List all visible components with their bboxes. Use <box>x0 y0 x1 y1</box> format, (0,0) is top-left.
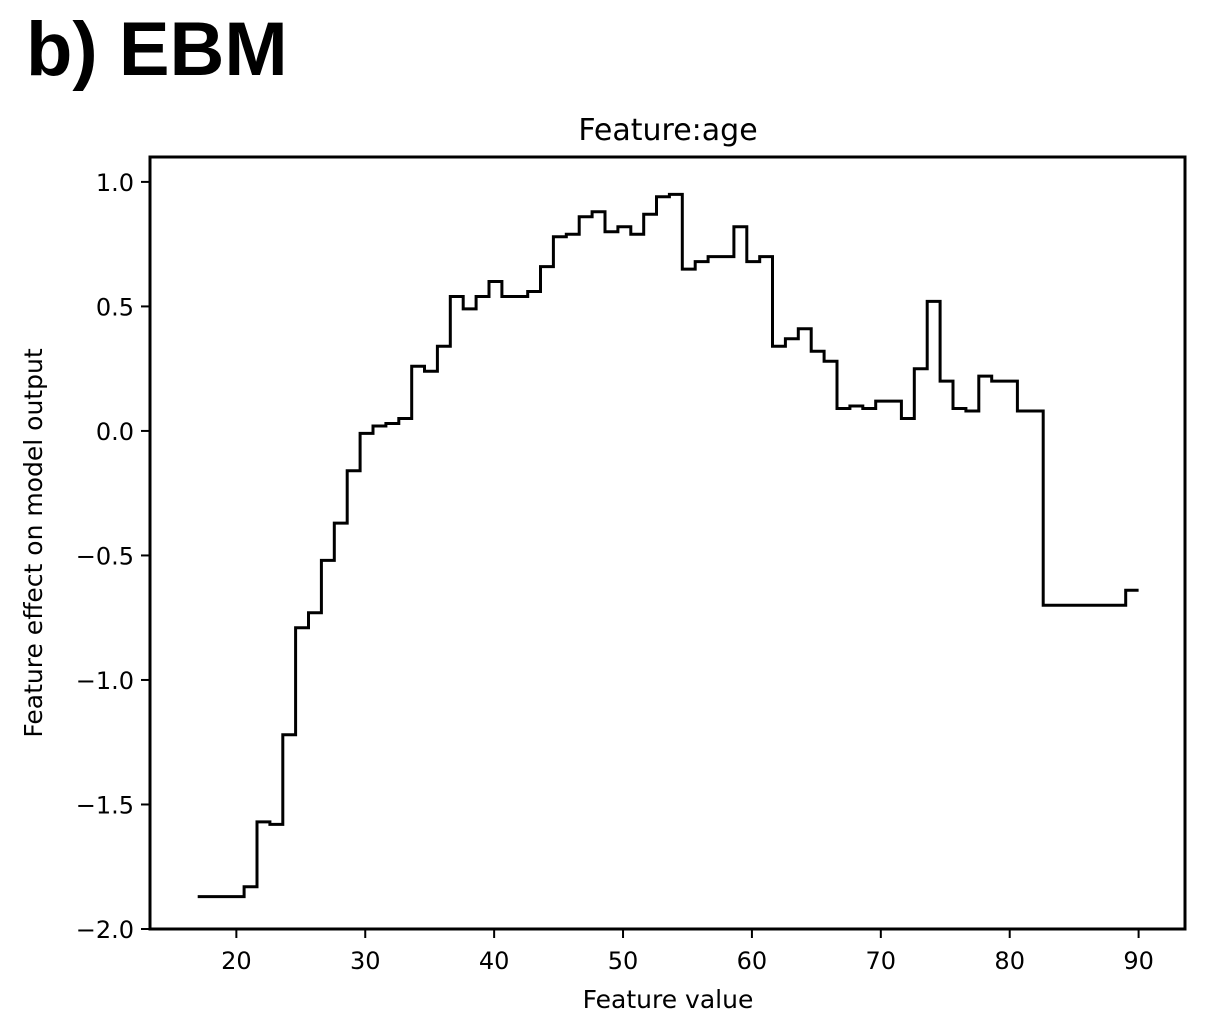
x-tick-label: 70 <box>866 947 897 975</box>
y-tick-label: −1.5 <box>76 791 134 819</box>
x-tick-label: 60 <box>737 947 768 975</box>
feature-effect-line <box>197 192 1139 899</box>
y-axis-label: Feature effect on model output <box>19 348 48 737</box>
y-tick-label: 1.0 <box>96 169 134 197</box>
x-tick-label: 30 <box>350 947 381 975</box>
y-tick-label: −2.0 <box>76 916 134 944</box>
x-tick-label: 50 <box>608 947 639 975</box>
panel-label: b) EBM <box>26 7 288 92</box>
y-tick-label: −1.0 <box>76 667 134 695</box>
x-tick-label: 90 <box>1123 947 1154 975</box>
y-axis-ticks: 1.0 0.5 0.0 −0.5 −1.0 −1.5 −2.0 <box>76 169 150 944</box>
x-axis-label: Feature value <box>583 985 754 1014</box>
y-tick-label: 0.0 <box>96 418 134 446</box>
y-tick-label: 0.5 <box>96 293 134 321</box>
x-tick-label: 80 <box>994 947 1025 975</box>
x-tick-label: 20 <box>221 947 252 975</box>
y-tick-label: −0.5 <box>76 542 134 570</box>
x-axis-ticks: 20 30 40 50 60 70 80 90 <box>221 929 1154 975</box>
plot-frame <box>148 155 1187 931</box>
chart-title: Feature:age <box>578 113 757 148</box>
x-tick-label: 40 <box>479 947 510 975</box>
